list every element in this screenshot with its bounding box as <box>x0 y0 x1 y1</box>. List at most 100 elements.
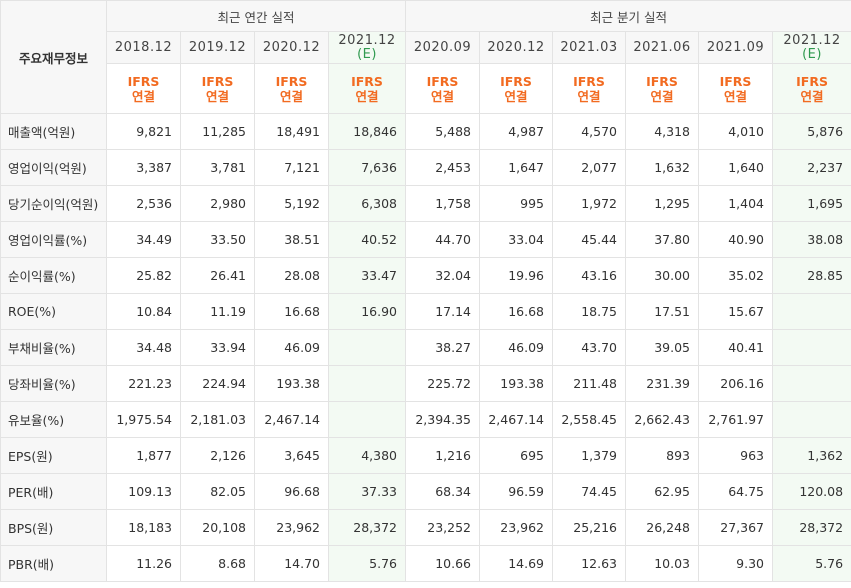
table-cell: 2,761.97 <box>698 401 774 438</box>
table-cell: 28,372 <box>772 509 851 546</box>
table-cell: 38.27 <box>405 329 481 366</box>
period-label: 2020.09 <box>413 40 472 55</box>
table-cell: 2,394.35 <box>405 401 481 438</box>
table-cell: 1,877 <box>106 437 181 474</box>
table-cell: 43.16 <box>552 257 627 294</box>
table-cell: 7,121 <box>254 149 329 186</box>
ifrs-consolidated-label: IFRS 연결 <box>772 63 851 114</box>
period-header: 2021.09 <box>698 31 774 64</box>
table-cell: 2,181.03 <box>180 401 255 438</box>
table-cell: 40.90 <box>698 221 774 258</box>
table-cell: 2,467.14 <box>254 401 329 438</box>
table-cell: 68.34 <box>405 473 481 510</box>
table-row: 순이익률(%) 25.82 26.41 28.08 33.47 32.04 19.96 43.… <box>0 257 851 294</box>
table-cell: 225.72 <box>405 365 481 402</box>
table-cell: 109.13 <box>106 473 181 510</box>
table-cell: 5.76 <box>772 545 851 582</box>
table-cell: 206.16 <box>698 365 774 402</box>
period-label: 2021.12 <box>338 33 396 48</box>
table-cell: 1,695 <box>772 185 851 222</box>
table-cell: 6,308 <box>327 185 407 222</box>
table-cell: 46.09 <box>479 329 554 366</box>
table-cell: 33.04 <box>479 221 554 258</box>
table-cell: 2,237 <box>772 149 851 186</box>
table-cell: 17.51 <box>625 293 700 330</box>
period-header: 2019.12 <box>180 31 255 64</box>
ifrs-consolidated-label: IFRS 연결 <box>327 63 407 114</box>
table-cell: 34.49 <box>106 221 181 258</box>
table-cell: 17.14 <box>405 293 481 330</box>
table-cell: 38.51 <box>254 221 329 258</box>
table-cell: 1,362 <box>772 437 851 474</box>
table-row: 영업이익률(%) 34.49 33.50 38.51 40.52 44.70 33.04 45… <box>0 221 851 258</box>
table-cell: 10.03 <box>625 545 700 582</box>
table-cell: 19.96 <box>479 257 554 294</box>
ifrs-consolidated-label: IFRS 연결 <box>479 63 554 114</box>
table-cell: 1,404 <box>698 185 774 222</box>
table-cell: 25,216 <box>552 509 627 546</box>
table-row: 부채비율(%) 34.48 33.94 46.09 38.27 46.09 43.70 39.… <box>0 329 851 366</box>
period-label: 2021.12 <box>783 33 841 48</box>
table-cell: 20,108 <box>180 509 255 546</box>
ifrs-consolidated-label: IFRS 연결 <box>180 63 255 114</box>
table-cell: 1,647 <box>479 149 554 186</box>
table-cell: 963 <box>698 437 774 474</box>
table-cell: 2,453 <box>405 149 481 186</box>
period-header: 2021.12 (E) <box>772 31 851 64</box>
table-cell: 8.68 <box>180 545 255 582</box>
row-label: 부채비율(%) <box>0 329 107 366</box>
table-cell: 5,488 <box>405 113 481 150</box>
table-cell: 1,972 <box>552 185 627 222</box>
table-cell: 14.70 <box>254 545 329 582</box>
table-cell: 120.08 <box>772 473 851 510</box>
table-row: BPS(원) 18,183 20,108 23,962 28,372 23,252 23,9… <box>0 509 851 546</box>
row-label: PER(배) <box>0 473 107 510</box>
row-label: BPS(원) <box>0 509 107 546</box>
table-cell: 9.30 <box>698 545 774 582</box>
table-cell: 28.08 <box>254 257 329 294</box>
table-cell: 96.59 <box>479 473 554 510</box>
consolidated-text: 연결 <box>431 88 455 104</box>
table-cell: 33.94 <box>180 329 255 366</box>
table-cell: 16.90 <box>327 293 407 330</box>
table-row: 매출액(억원) 9,821 11,285 18,491 18,846 5,488 4,987… <box>0 113 851 150</box>
ifrs-consolidated-label: IFRS 연결 <box>106 63 181 114</box>
period-header: 2020.12 <box>254 31 329 64</box>
table-cell: 16.68 <box>479 293 554 330</box>
table-cell: 40.52 <box>327 221 407 258</box>
table-cell: 1,640 <box>698 149 774 186</box>
table-cell: 893 <box>625 437 700 474</box>
table-cell: 64.75 <box>698 473 774 510</box>
table-cell: 211.48 <box>552 365 627 402</box>
period-header: 2021.06 <box>625 31 700 64</box>
table-cell: 37.33 <box>327 473 407 510</box>
ifrs-text: IFRS <box>796 73 828 89</box>
row-label: 매출액(억원) <box>0 113 107 150</box>
consolidated-text: 연결 <box>650 88 674 104</box>
table-cell: 62.95 <box>625 473 700 510</box>
table-cell: 7,636 <box>327 149 407 186</box>
table-cell: 23,252 <box>405 509 481 546</box>
table-cell: 28.85 <box>772 257 851 294</box>
table-cell: 39.05 <box>625 329 700 366</box>
table-cell: 2,126 <box>180 437 255 474</box>
table-cell: 33.47 <box>327 257 407 294</box>
consolidated-text: 연결 <box>724 88 748 104</box>
table-cell: 4,318 <box>625 113 700 150</box>
consolidated-text: 연결 <box>577 88 601 104</box>
table-cell: 96.68 <box>254 473 329 510</box>
table-row: 영업이익(억원) 3,387 3,781 7,121 7,636 2,453 1,647 2,… <box>0 149 851 186</box>
table-cell: 11.26 <box>106 545 181 582</box>
period-header: 2020.12 <box>479 31 554 64</box>
period-label: 2021.09 <box>706 40 765 55</box>
table-cell <box>772 401 851 438</box>
table-cell: 221.23 <box>106 365 181 402</box>
ifrs-text: IFRS <box>573 73 605 89</box>
table-cell: 45.44 <box>552 221 627 258</box>
table-cell: 26,248 <box>625 509 700 546</box>
table-cell: 46.09 <box>254 329 329 366</box>
table-cell <box>327 401 407 438</box>
table-cell: 231.39 <box>625 365 700 402</box>
table-cell: 995 <box>479 185 554 222</box>
table-cell: 11.19 <box>180 293 255 330</box>
